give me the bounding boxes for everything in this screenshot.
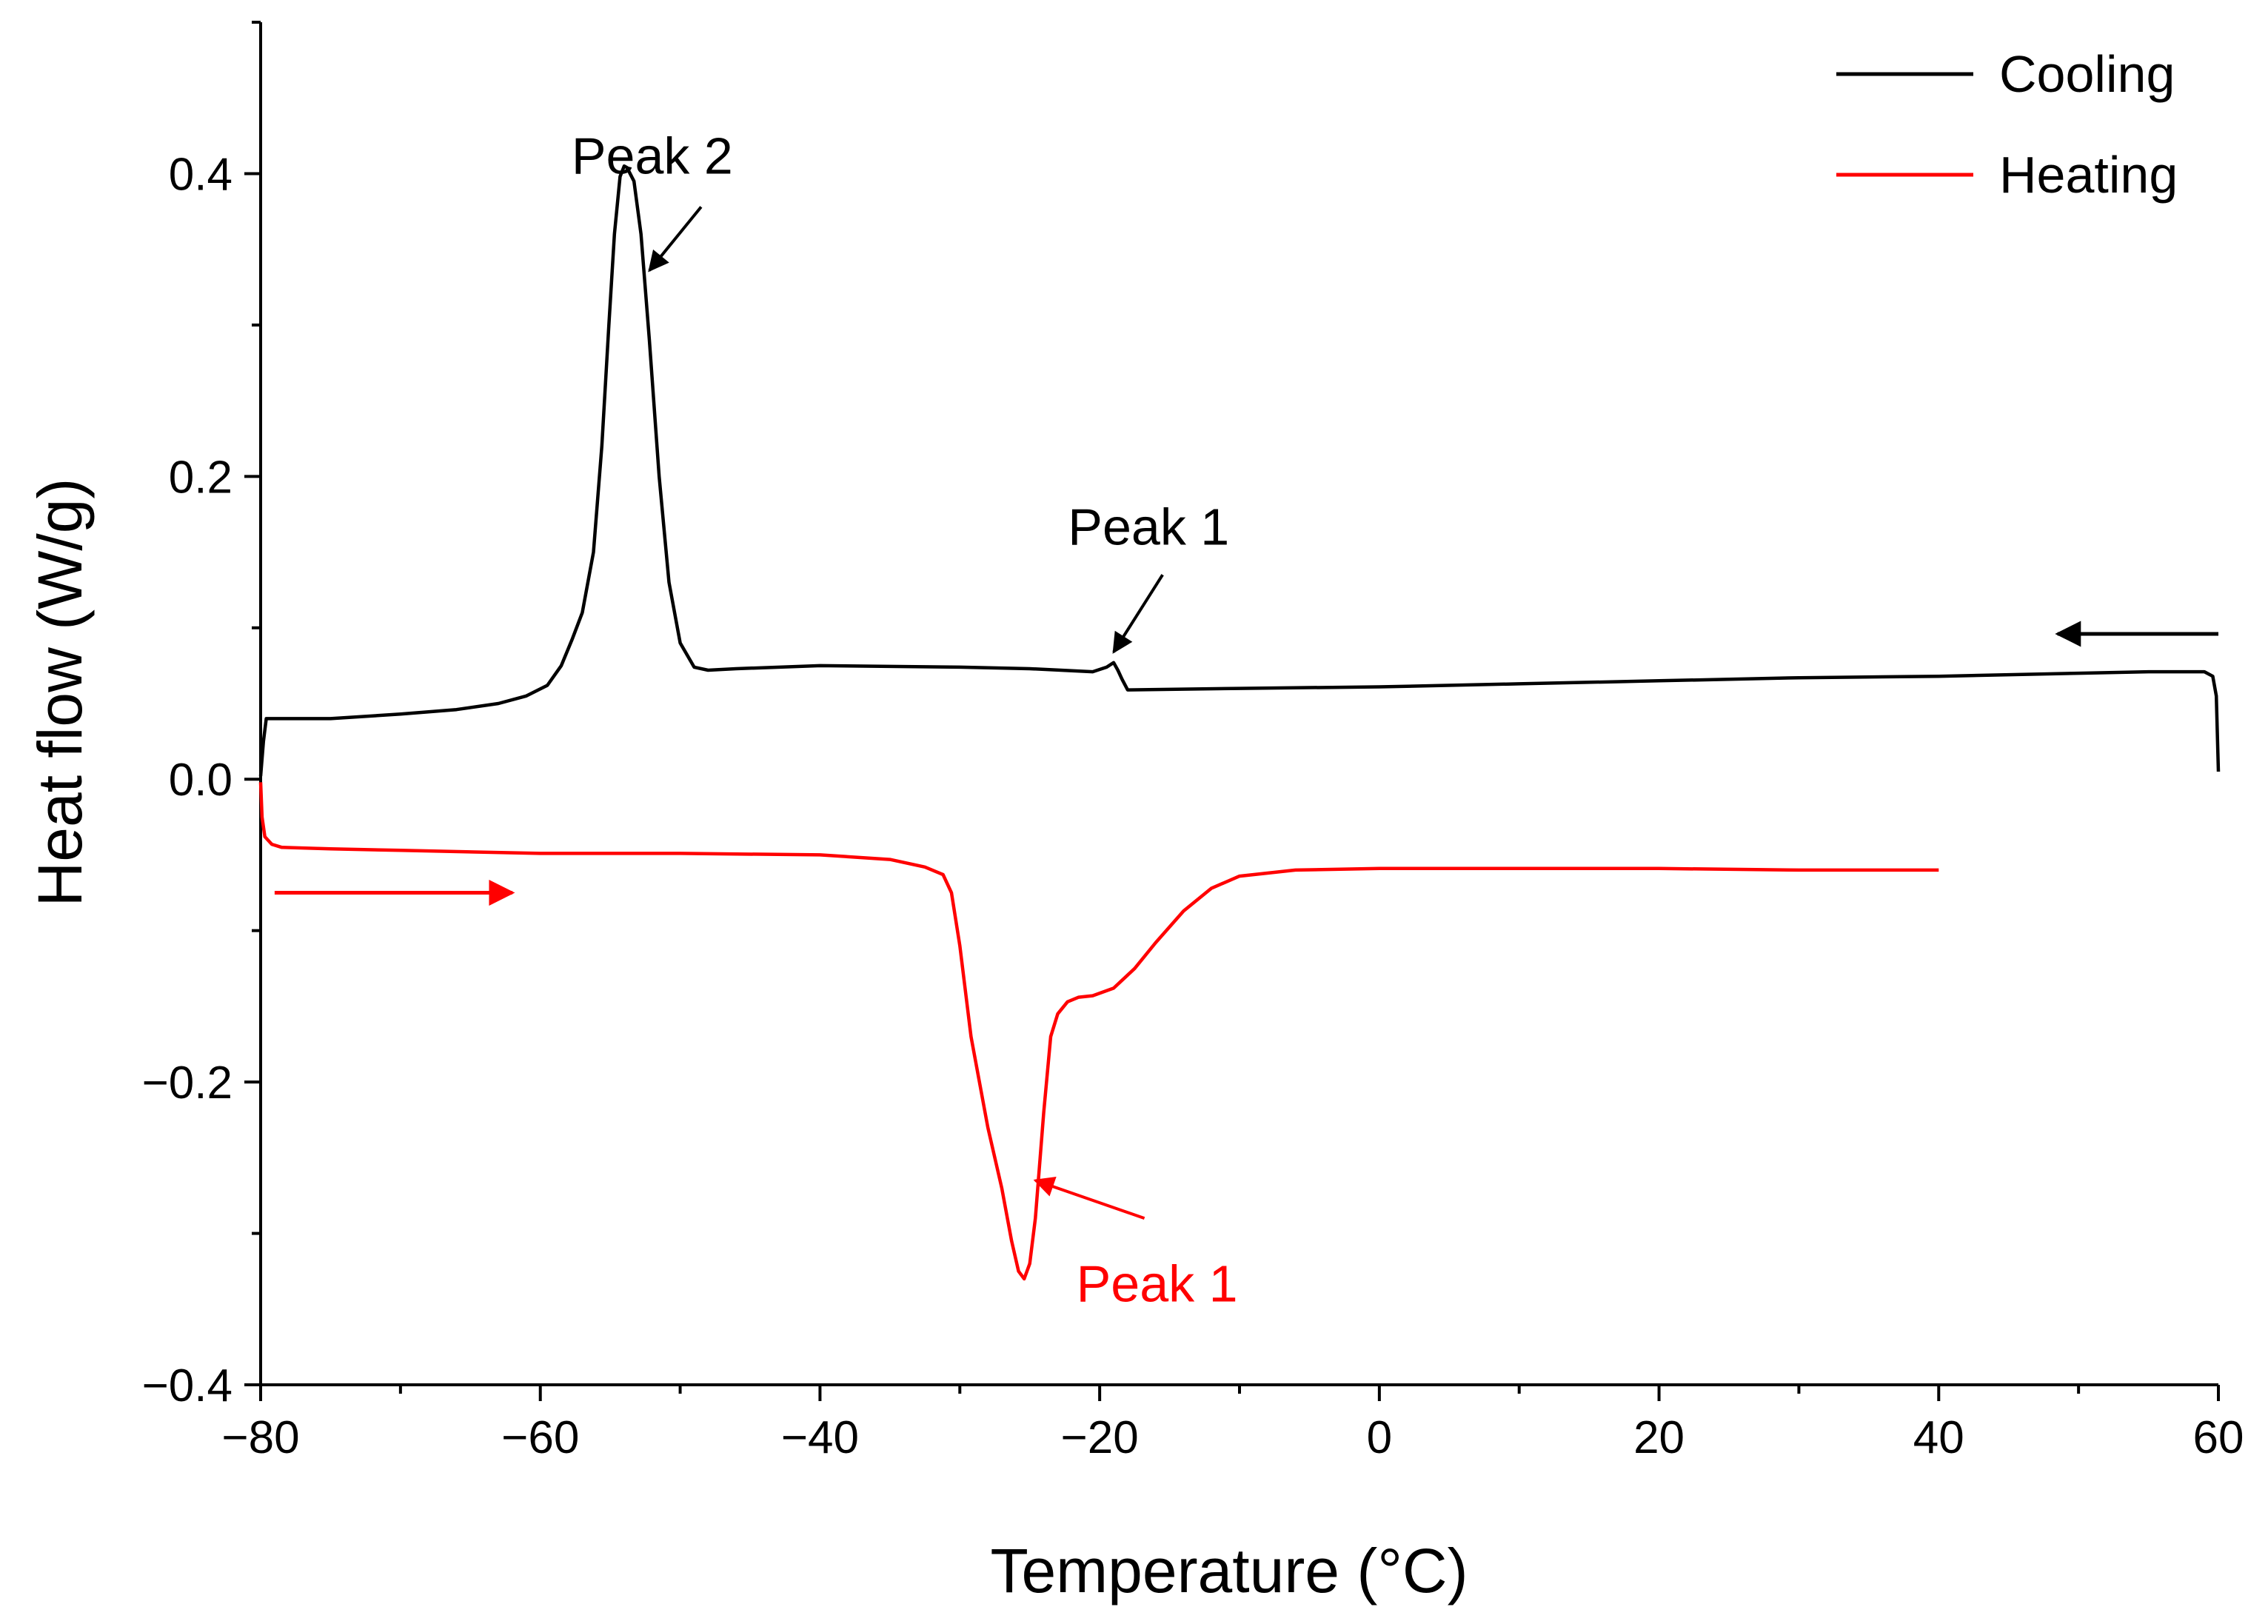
x-tick-label: 40 (1913, 1412, 1964, 1463)
legend-label-heating: Heating (1999, 146, 2178, 204)
y-tick-label: −0.2 (142, 1057, 233, 1109)
x-tick-label: −20 (1061, 1412, 1139, 1463)
annotation-arrow (648, 206, 703, 273)
y-tick-label: 0.4 (169, 149, 233, 200)
series-line-heating (258, 782, 1939, 1281)
annotation-arrow (1033, 1177, 1145, 1220)
x-tick-label: −40 (781, 1412, 859, 1463)
annotation-label: Peak 1 (1068, 498, 1229, 555)
x-ticks: −80 −60 −40 −20 0 20 40 60 (221, 1385, 2244, 1463)
annotation-label: Peak 2 (572, 127, 733, 184)
x-tick-label: −60 (501, 1412, 579, 1463)
series-layer (258, 164, 2221, 1281)
y-tick-label: −0.4 (142, 1360, 233, 1411)
y-tick-label: 0.2 (169, 452, 233, 503)
axes: −80 −60 −40 −20 0 20 40 60 −0.4 −0.2 0.0 0.2 0.4 (142, 21, 2244, 1463)
legend-label-cooling: Cooling (1999, 45, 2175, 103)
annotation-arrow (1112, 574, 1164, 654)
legend: Cooling Heating (1836, 45, 2178, 204)
annotation-label: Peak 1 (1077, 1255, 1238, 1313)
series-line-cooling (258, 164, 2221, 777)
y-tick-label: 0.0 (169, 755, 233, 806)
x-tick-label: −80 (221, 1412, 299, 1463)
x-tick-label: 20 (1633, 1412, 1685, 1463)
annotation-layer: Peak 2 Peak 1 Peak 1 (274, 127, 2218, 1313)
x-axis-title: Temperature (°C) (990, 1536, 1468, 1605)
x-tick-label: 0 (1367, 1412, 1392, 1463)
y-ticks: −0.4 −0.2 0.0 0.2 0.4 (142, 21, 261, 1411)
y-axis-title: Heat flow (W/g) (25, 478, 95, 907)
x-tick-label: 60 (2193, 1412, 2244, 1463)
